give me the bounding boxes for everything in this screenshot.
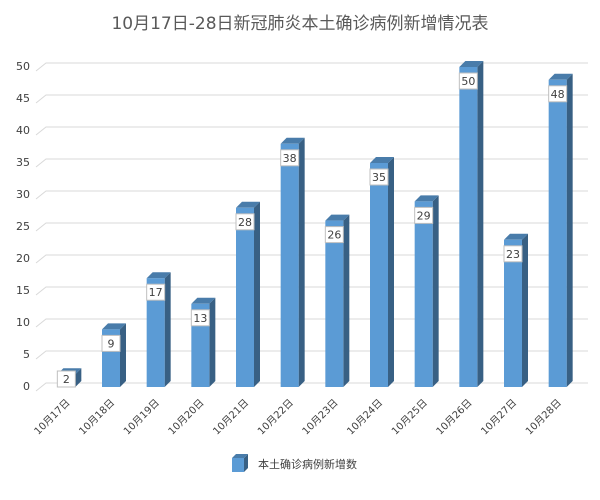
bar-side — [254, 201, 260, 387]
bar — [414, 201, 433, 387]
grid-line — [35, 350, 588, 360]
data-label: 48 — [551, 88, 565, 101]
grid-line — [35, 286, 588, 296]
y-tick-label: 0 — [23, 380, 30, 393]
data-label: 35 — [372, 171, 386, 184]
bar-side — [477, 61, 484, 387]
bar-top — [504, 233, 528, 240]
grid-line — [35, 62, 588, 72]
grid-line — [35, 222, 588, 232]
x-tick-label: 10月23日 — [300, 397, 341, 438]
bar — [459, 67, 478, 387]
bar-side — [388, 157, 394, 387]
y-tick-label: 10 — [16, 316, 30, 329]
grid-line — [35, 318, 588, 328]
y-tick-label: 15 — [16, 284, 30, 297]
data-label-box — [190, 309, 210, 327]
bar-side — [164, 272, 171, 387]
data-label-box — [503, 245, 523, 263]
bar — [370, 163, 388, 387]
bar-side — [298, 137, 305, 387]
y-tick-label: 45 — [16, 92, 30, 105]
x-tick-label: 10月21日 — [211, 397, 252, 438]
x-tick-label: 10月28日 — [523, 397, 564, 438]
data-label-box — [146, 283, 166, 301]
data-label: 13 — [193, 312, 207, 325]
grid-line — [35, 254, 588, 264]
bar — [236, 207, 254, 387]
data-label: 28 — [238, 216, 252, 229]
data-label: 2 — [63, 373, 70, 386]
bar — [548, 79, 567, 388]
data-label: 17 — [149, 286, 163, 299]
bar-side — [432, 195, 439, 387]
data-label-box — [101, 334, 121, 352]
data-label: 26 — [327, 229, 341, 242]
bar — [280, 143, 299, 387]
x-tick-label: 10月18日 — [77, 397, 118, 438]
data-label: 38 — [283, 152, 297, 165]
x-tick-label: 10月22日 — [255, 397, 296, 438]
grid-line — [35, 382, 588, 392]
bar-side — [120, 323, 126, 387]
y-tick-label: 40 — [16, 124, 30, 137]
bar-top — [414, 195, 439, 202]
x-tick-label: 10月25日 — [389, 397, 430, 438]
bar — [325, 220, 344, 387]
y-tick-label: 35 — [16, 156, 30, 169]
chart-title: 10月17日-28日新冠肺炎本土确诊病例新增情况表 — [111, 14, 488, 34]
bar-top — [191, 297, 216, 304]
data-label-box — [548, 85, 568, 103]
bar-side — [522, 233, 528, 387]
data-label: 23 — [506, 248, 520, 261]
data-label-box — [324, 226, 344, 244]
x-tick-label: 10月19日 — [121, 397, 162, 438]
bar-side — [209, 297, 216, 387]
y-tick-label: 20 — [16, 252, 30, 265]
x-tick-label: 10月24日 — [345, 397, 386, 438]
bar-side — [566, 73, 573, 388]
x-tick-label: 10月20日 — [166, 397, 207, 438]
data-label-box — [414, 206, 434, 224]
grid-line — [35, 190, 588, 200]
bar-top — [459, 61, 484, 67]
bar-top — [102, 323, 126, 330]
legend-label: 本土确诊病例新增数 — [258, 457, 357, 471]
grid-line — [35, 158, 588, 168]
data-label-box — [235, 213, 255, 231]
x-tick-label: 10月17日 — [32, 397, 73, 438]
bar-top — [146, 272, 171, 279]
data-label-box — [280, 149, 300, 167]
y-tick-label: 5 — [23, 348, 30, 361]
data-label: 50 — [461, 75, 475, 88]
grid-line — [35, 94, 588, 104]
y-tick-label: 50 — [16, 60, 30, 73]
data-label: 29 — [417, 209, 431, 222]
legend-swatch-top — [232, 454, 248, 458]
y-tick-label: 30 — [16, 188, 30, 201]
bar-side — [75, 368, 82, 387]
y-tick-label: 25 — [16, 220, 30, 233]
bar — [146, 278, 165, 387]
grid-line — [35, 126, 588, 136]
bar-top — [236, 201, 260, 208]
data-label: 9 — [108, 337, 115, 350]
bar — [504, 239, 522, 387]
bar-top — [548, 73, 573, 80]
legend-swatch — [232, 458, 244, 472]
legend-swatch-side — [244, 454, 248, 472]
bar-top — [370, 157, 394, 163]
x-tick-label: 10月26日 — [434, 397, 475, 438]
bar-top — [325, 214, 350, 221]
data-label-box — [458, 72, 478, 90]
x-tick-label: 10月27日 — [479, 397, 520, 438]
bar-top — [280, 137, 305, 144]
data-label-box — [369, 168, 389, 186]
data-label-box — [56, 370, 76, 388]
bar-side — [343, 214, 350, 387]
